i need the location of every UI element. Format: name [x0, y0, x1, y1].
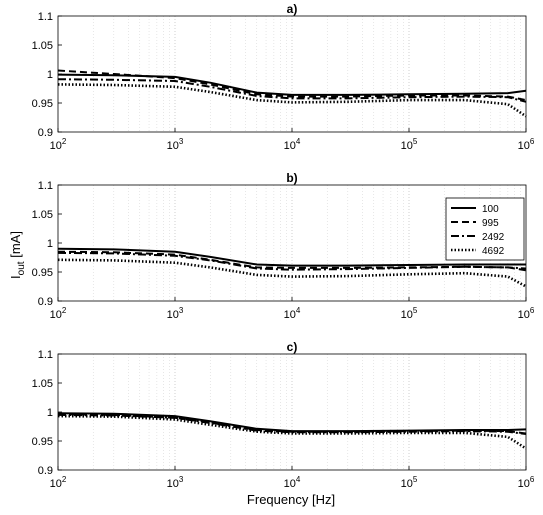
- legend-entry-label: 995: [482, 218, 499, 229]
- y-tick-label: 1: [47, 69, 53, 81]
- y-axis-label-sub: out: [16, 261, 27, 275]
- panel-title: a): [287, 2, 298, 16]
- y-tick-label: 1.1: [38, 349, 53, 361]
- y-tick-label: 1.1: [38, 11, 53, 23]
- x-tick-label: 104: [284, 137, 301, 152]
- legend-entry-label: 100: [482, 204, 499, 215]
- x-tick-label: 104: [284, 306, 301, 321]
- y-tick-label: 0.95: [32, 436, 53, 448]
- x-tick-label: 103: [167, 475, 184, 490]
- x-tick-label: 105: [401, 306, 418, 321]
- series-line-dotted: [57, 258, 527, 288]
- y-tick-label: 1.05: [32, 40, 53, 52]
- panel-b: 0.9 0.95 1 1.05 1.1 102 103 104 105 106 b) 100 995 24…: [32, 171, 535, 321]
- y-tick-label: 0.9: [38, 465, 53, 477]
- x-tick-label: 102: [50, 137, 67, 152]
- x-tick-label: 105: [401, 475, 418, 490]
- x-tick-label: 103: [167, 306, 184, 321]
- panels: 0.9 0.95 1 1.05 1.1 102 103 104 105 106 a) 0.9 0.95 1…: [32, 2, 535, 490]
- x-tick-label: 106: [518, 306, 535, 321]
- y-tick-label: 1.1: [38, 180, 53, 192]
- x-tick-label: 103: [167, 137, 184, 152]
- y-tick-label: 0.9: [38, 296, 53, 308]
- series-line-dashdot: [57, 251, 527, 271]
- x-tick-label: 102: [50, 475, 67, 490]
- x-axis-label: Frequency [Hz]: [247, 492, 335, 507]
- series-line-dotted: [57, 414, 527, 450]
- y-tick-label: 0.9: [38, 127, 53, 139]
- series-line-dashdot: [57, 78, 527, 103]
- y-axis-label-unit: [mA]: [8, 231, 23, 261]
- panel-title: c): [287, 340, 298, 354]
- panel-title: b): [286, 171, 297, 185]
- series-line-solid: [57, 247, 526, 267]
- x-tick-label: 104: [284, 475, 301, 490]
- y-tick-label: 0.95: [32, 98, 53, 110]
- y-axis-label: Iout [mA]: [8, 231, 27, 279]
- x-tick-label: 106: [518, 475, 535, 490]
- panel-c: 0.9 0.95 1 1.05 1.1 102 103 104 105 106 c): [32, 340, 535, 490]
- series-line-dotted: [57, 83, 527, 118]
- y-tick-label: 1.05: [32, 209, 53, 221]
- panel-a: 0.9 0.95 1 1.05 1.1 102 103 104 105 106 a): [32, 2, 535, 152]
- series-line-solid: [57, 73, 527, 96]
- y-axis-label-main: I: [8, 275, 23, 279]
- x-tick-label: 102: [50, 306, 67, 321]
- y-tick-label: 0.95: [32, 267, 53, 279]
- y-tick-label: 1: [47, 238, 53, 250]
- x-tick-label: 106: [518, 137, 535, 152]
- y-tick-label: 1: [47, 407, 53, 419]
- legend-entry-label: 4692: [482, 246, 505, 257]
- x-tick-label: 105: [401, 137, 418, 152]
- legend-entry-label: 2492: [482, 232, 505, 243]
- y-tick-label: 1.05: [32, 378, 53, 390]
